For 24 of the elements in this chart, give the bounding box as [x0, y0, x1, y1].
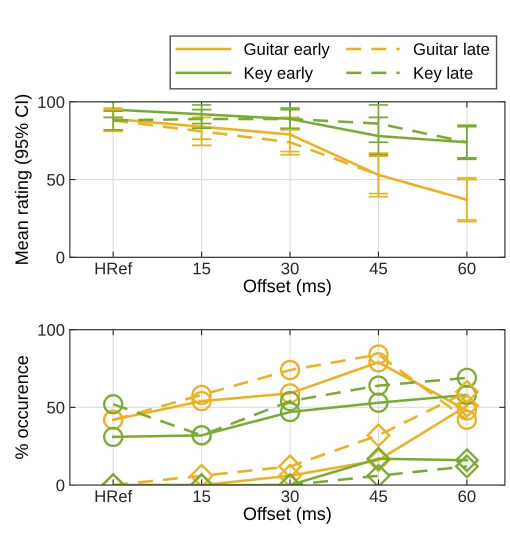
legend-label: Guitar early [244, 42, 330, 58]
y-tick-label: 50 [47, 402, 64, 414]
x-axis-title: Offset (ms) [244, 506, 331, 524]
x-tick-label: 45 [370, 262, 388, 274]
legend-label: Key early [244, 66, 313, 82]
y-axis-title: Mean rating (95% CI) [14, 94, 32, 264]
x-tick-label: 30 [281, 490, 299, 502]
y-axis-title: % occurence [15, 356, 28, 459]
x-axis-title: Offset (ms) [244, 279, 331, 296]
x-tick-label: 15 [194, 490, 210, 502]
x-tick-label: 60 [458, 262, 476, 274]
x-tick-label: 60 [458, 490, 476, 502]
legend-label: Key late [414, 66, 472, 82]
x-tick-label: 45 [370, 490, 388, 502]
y-tick-label: 0 [56, 479, 64, 492]
x-tick-label: HRef [96, 262, 132, 274]
x-tick-label: 15 [194, 262, 210, 274]
x-tick-label: HRef [96, 490, 132, 502]
y-tick-label: 100 [38, 324, 64, 336]
y-tick-label: 50 [47, 174, 64, 186]
x-tick-label: 30 [281, 262, 299, 274]
legend-label: Guitar late [414, 42, 490, 56]
y-tick-label: 0 [56, 252, 64, 264]
y-tick-label: 100 [38, 96, 64, 108]
